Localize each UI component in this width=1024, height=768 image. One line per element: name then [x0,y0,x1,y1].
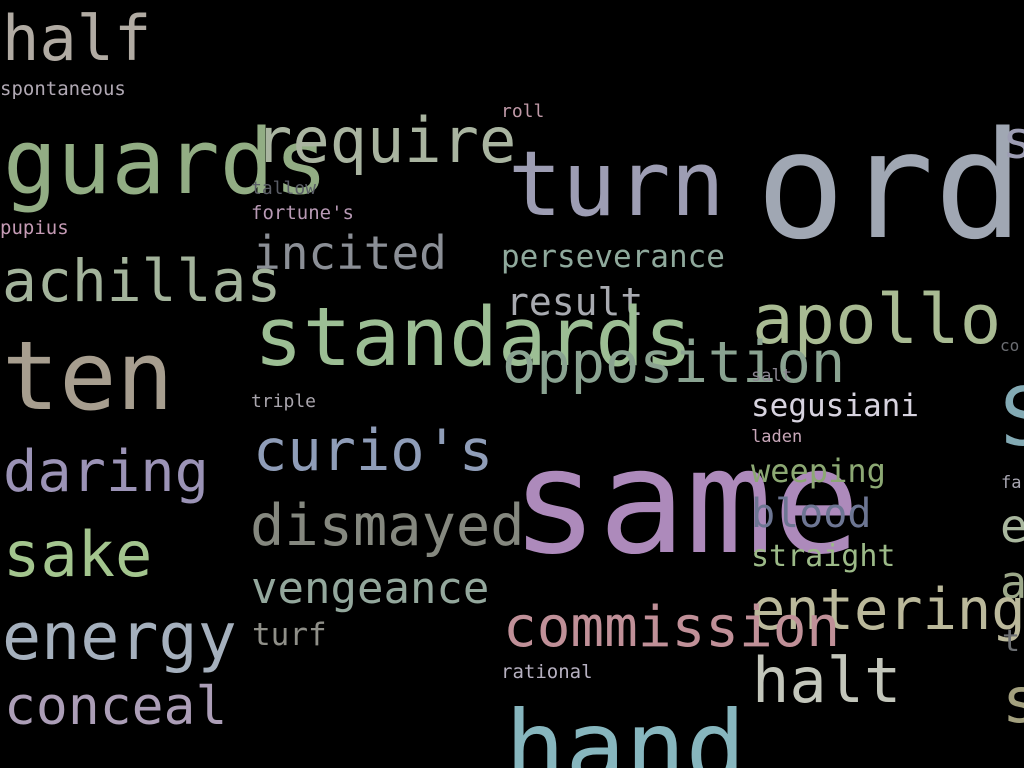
word-s-edge-bottom: s [1002,664,1024,737]
word-curios: curio's [253,418,494,484]
word-perseverance: perseverance [501,239,725,275]
word-standards: standards [254,291,693,385]
word-hand: hand [505,689,746,768]
word-half: half [2,2,152,75]
word-triple: triple [251,391,317,412]
word-same: same [511,418,861,587]
word-a-edge: a [1000,556,1024,609]
word-pupius: pupius [0,217,69,239]
word-dismayed: dismayed [250,493,525,559]
word-roll: roll [501,101,545,122]
word-ten: ten [2,322,174,432]
word-achillas: achillas [2,247,282,315]
word-straight: straight [751,539,896,574]
word-vengeance: vengeance [251,563,490,614]
word-spontaneous: spontaneous [0,78,126,100]
word-salt: salt [751,366,792,386]
word-energy: energy [2,600,237,675]
word-ord: ord [756,100,1024,272]
word-segusiani: segusiani [751,388,919,424]
word-require: require [255,104,517,177]
word-result: result [506,280,644,324]
word-halt: halt [752,644,902,717]
word-laden: laden [751,427,803,447]
word-co: co [1000,336,1020,355]
word-t-edge: t [1002,624,1021,659]
word-sake: sake [3,518,153,591]
word-tallow: tallow [251,178,317,199]
word-guards: guards [3,110,329,215]
word-fortunes: fortune's [251,202,354,224]
word-opposition: opposition [502,330,846,396]
word-conceal: conceal [4,676,228,737]
word-blood: blood [751,491,872,537]
word-daring: daring [3,439,209,505]
word-s-top: s [1002,111,1024,171]
word-apollo: apollo [752,280,1002,360]
word-S-edge: S [1000,378,1024,458]
word-e: e [1000,499,1024,553]
word-turn: turn [508,132,725,237]
word-incited: incited [253,226,447,280]
word-commission: commission [503,595,841,660]
word-turf: turf [252,617,327,653]
word-fa: fa [1001,473,1022,493]
word-entering: entering [751,577,1024,643]
word-rational: rational [501,661,593,683]
word-weeping: weeping [751,452,886,490]
